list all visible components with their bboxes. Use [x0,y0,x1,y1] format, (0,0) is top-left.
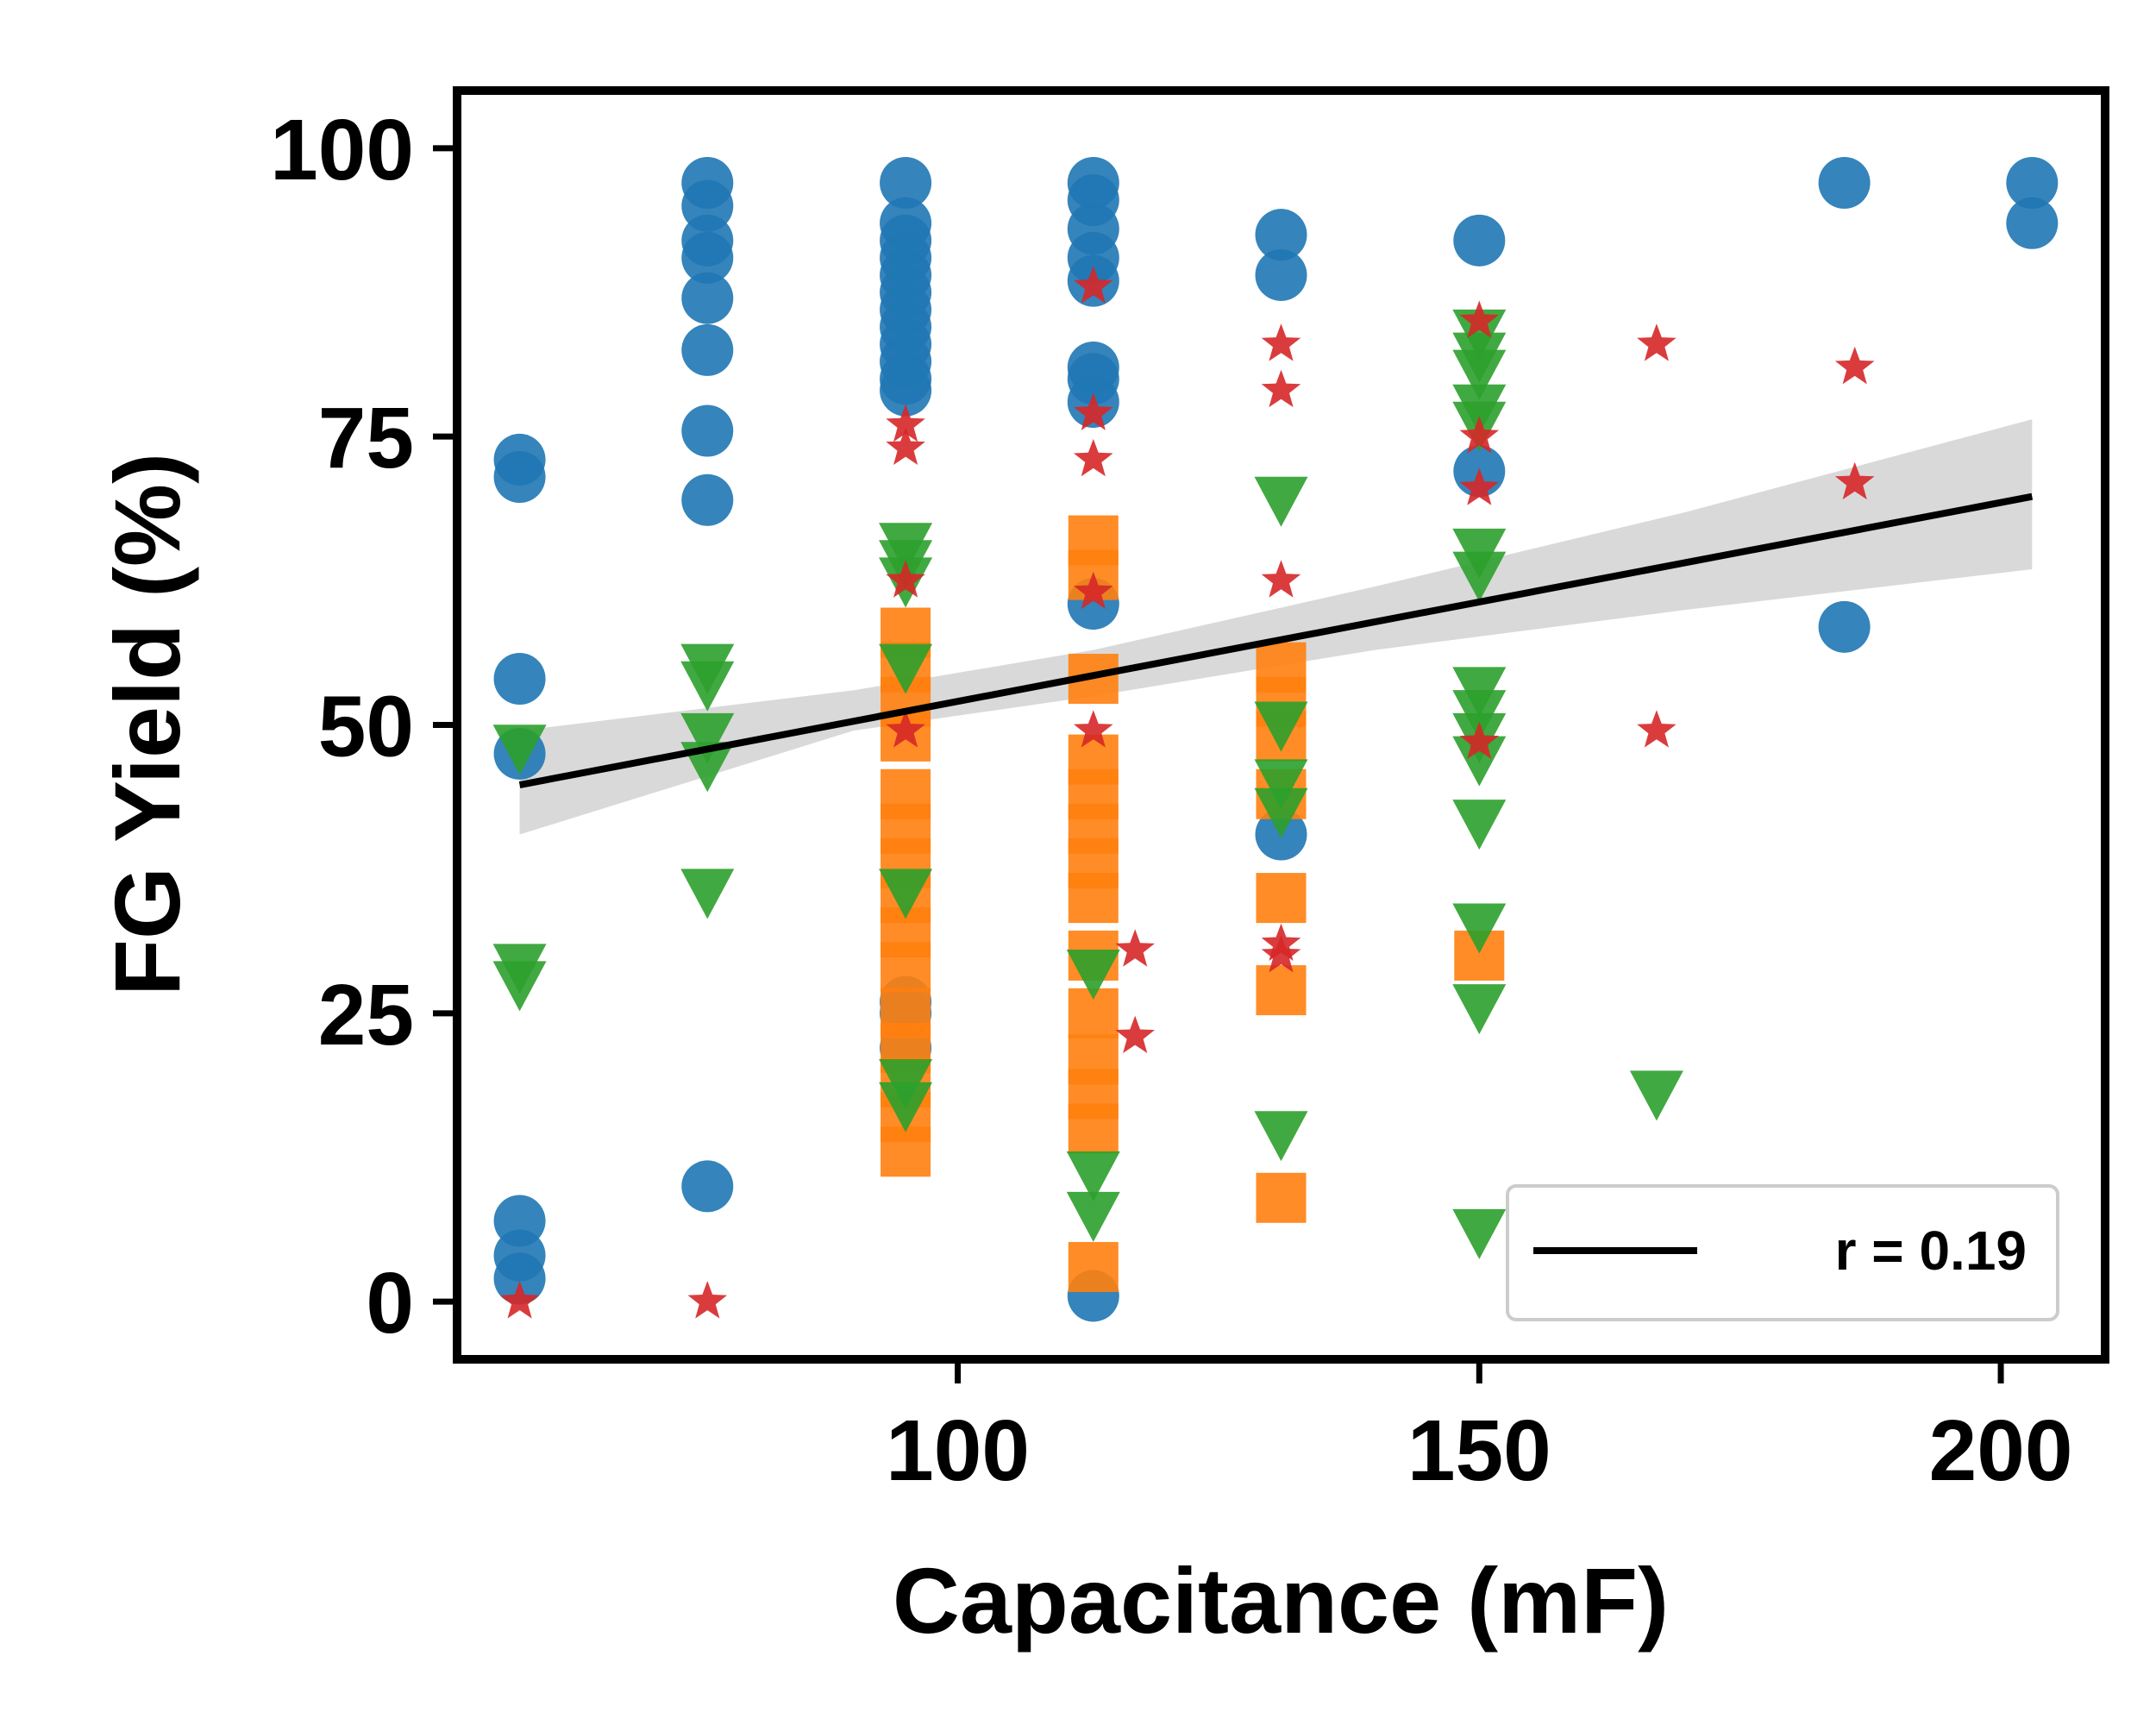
data-point-square [1068,1103,1119,1154]
x-tick-label: 200 [1929,1402,2073,1499]
data-point-star [1261,935,1301,973]
data-point-circle [880,156,932,209]
y-tick-label: 25 [318,967,414,1063]
data-point-circle [1255,209,1307,261]
data-point-triangle [879,643,933,694]
data-point-circle [681,272,734,324]
data-point-triangle [1452,349,1507,400]
data-point-star [1834,461,1875,500]
data-point-triangle [1066,1151,1120,1202]
data-point-star [886,404,925,442]
data-point-triangle [680,661,735,712]
confidence-band-layer [519,419,2033,835]
data-point-triangle [680,712,735,763]
data-point-star [886,560,925,598]
data-point-circle [1255,248,1307,301]
data-point-circle [681,231,734,284]
data-point-circle [493,653,546,706]
data-point-circle [681,474,734,526]
data-point-star [1261,369,1301,408]
data-point-triangle [1629,1070,1683,1121]
data-point-star [1459,300,1500,338]
data-point-square [1068,1242,1119,1293]
data-point-triangle [492,724,547,775]
data-point-triangle [1066,1191,1120,1242]
fit-line [518,492,2034,788]
data-point-star [1115,1015,1155,1053]
data-point-star [687,1281,728,1319]
data-point-star [886,427,925,465]
data-point-square [1256,873,1307,924]
fit-line-layer [518,492,2034,788]
data-point-triangle [1254,787,1308,838]
legend-box [1506,1184,2059,1321]
data-point-triangle [492,961,547,1012]
data-point-star [1074,571,1113,610]
data-point-star [1115,929,1155,967]
data-point-square [881,1126,931,1177]
data-point-circle [681,1160,734,1213]
data-point-circle [1453,214,1506,267]
data-point-triangle [1254,476,1308,527]
data-points-layer [492,156,2059,1322]
y-tick-label: 75 [318,390,414,486]
data-point-star [886,710,925,748]
y-tick-label: 0 [366,1255,414,1352]
data-point-triangle [1452,903,1507,954]
data-point-triangle [680,869,735,919]
data-point-circle [681,405,734,457]
x-tick-label: 150 [1407,1402,1551,1499]
axis-layer: 100 150 200 0 25 50 75 100 [270,102,2072,1499]
data-point-star [1261,560,1301,598]
data-point-star [1834,346,1875,385]
data-point-square [881,942,931,993]
x-tick-label: 100 [886,1402,1030,1499]
data-point-triangle [1452,984,1507,1035]
data-point-star [1074,392,1113,430]
data-point-triangle [1452,551,1507,602]
data-point-star [1074,266,1113,304]
data-point-circle [2006,197,2059,249]
data-point-star [1637,710,1677,748]
data-point-triangle [1066,950,1120,1000]
data-point-star [1459,416,1500,454]
data-point-circle [493,1252,546,1305]
data-point-star [499,1281,540,1319]
data-point-triangle [879,1082,933,1132]
data-point-star [1459,467,1500,505]
data-point-square [1256,1172,1307,1223]
data-point-triangle [1452,736,1507,787]
data-point-circle [681,323,734,376]
data-point-triangle [1254,1111,1308,1162]
y-tick-label: 50 [318,679,414,775]
x-axis-title: Capacitance (mF) [893,1548,1669,1653]
data-point-star [1637,323,1677,361]
data-point-triangle [879,869,933,919]
data-point-circle [2006,156,2059,209]
data-point-star [1074,438,1113,477]
data-point-triangle [1254,701,1308,752]
data-point-star [1261,323,1301,361]
data-point-circle [1818,156,1871,209]
confidence-band [519,419,2033,835]
data-point-triangle [1452,1208,1507,1259]
data-point-circle [1818,600,1871,653]
data-point-circle [493,450,546,503]
data-point-star [1459,721,1500,759]
y-axis-title: FG Yield (%) [95,453,199,996]
data-point-square [1256,965,1307,1016]
data-point-square [1068,873,1119,924]
legend: r = 0.19 [1506,1184,2059,1321]
data-point-circle [880,364,932,417]
data-point-triangle [1254,759,1308,810]
data-point-star [1074,710,1113,748]
legend-label: r = 0.19 [1835,1220,2027,1282]
y-tick-label: 100 [270,102,414,198]
data-point-triangle [1452,800,1507,850]
